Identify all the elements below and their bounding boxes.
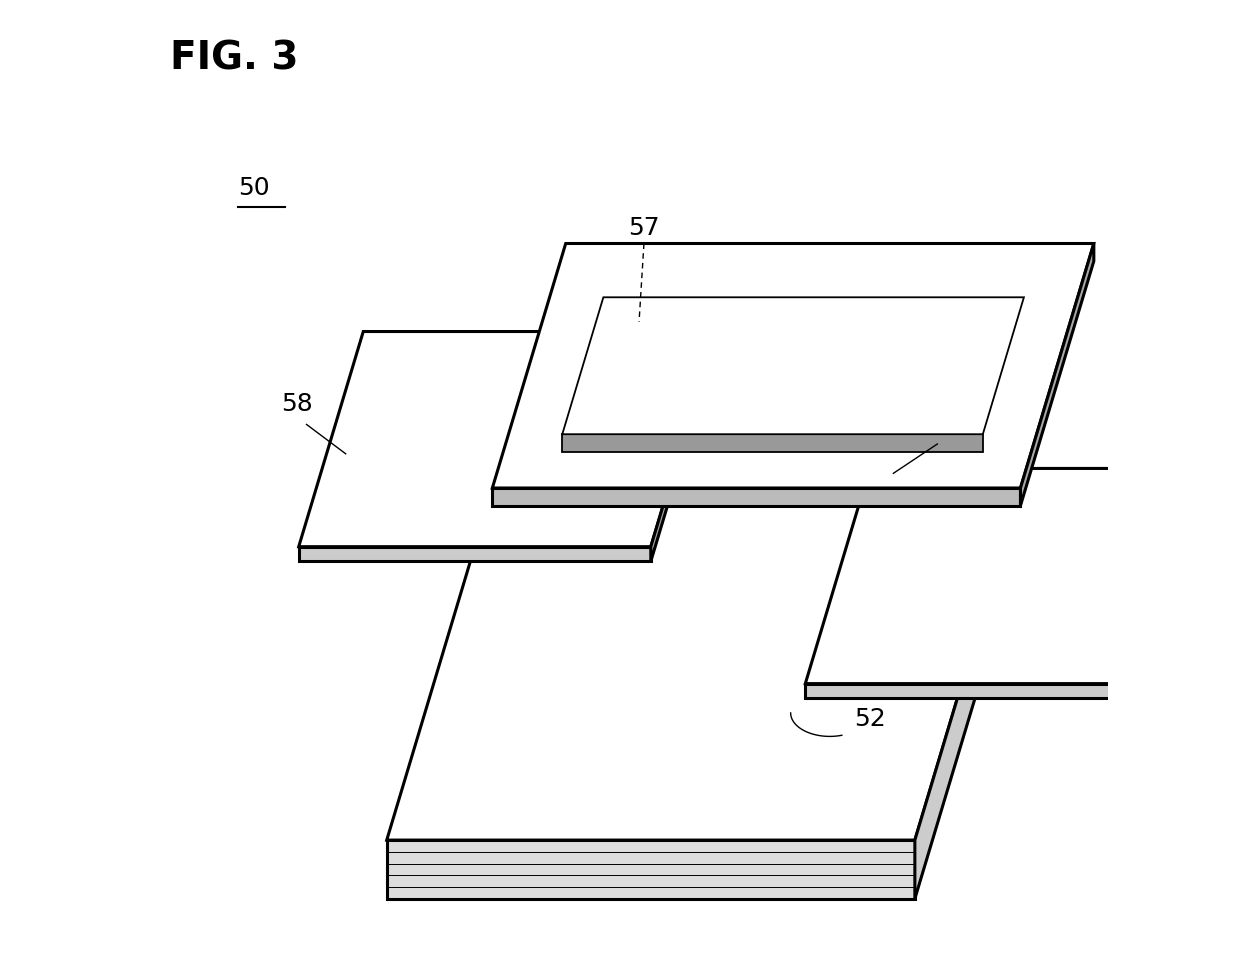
Polygon shape — [387, 840, 914, 899]
Polygon shape — [299, 547, 650, 562]
Polygon shape — [492, 244, 1094, 488]
Polygon shape — [805, 684, 1157, 699]
Text: 58: 58 — [281, 391, 312, 415]
Text: 59: 59 — [932, 410, 963, 435]
Polygon shape — [299, 332, 715, 547]
Polygon shape — [563, 298, 1023, 435]
Polygon shape — [492, 488, 1021, 506]
Polygon shape — [914, 488, 1021, 899]
Text: 57: 57 — [628, 215, 659, 239]
Text: 52: 52 — [854, 706, 886, 730]
Polygon shape — [805, 469, 1222, 684]
Polygon shape — [650, 332, 715, 562]
Text: FIG. 3: FIG. 3 — [170, 39, 299, 77]
Polygon shape — [387, 488, 1021, 840]
Polygon shape — [1157, 469, 1222, 699]
Text: 50: 50 — [238, 176, 270, 200]
Polygon shape — [563, 435, 983, 452]
Polygon shape — [1021, 244, 1094, 506]
